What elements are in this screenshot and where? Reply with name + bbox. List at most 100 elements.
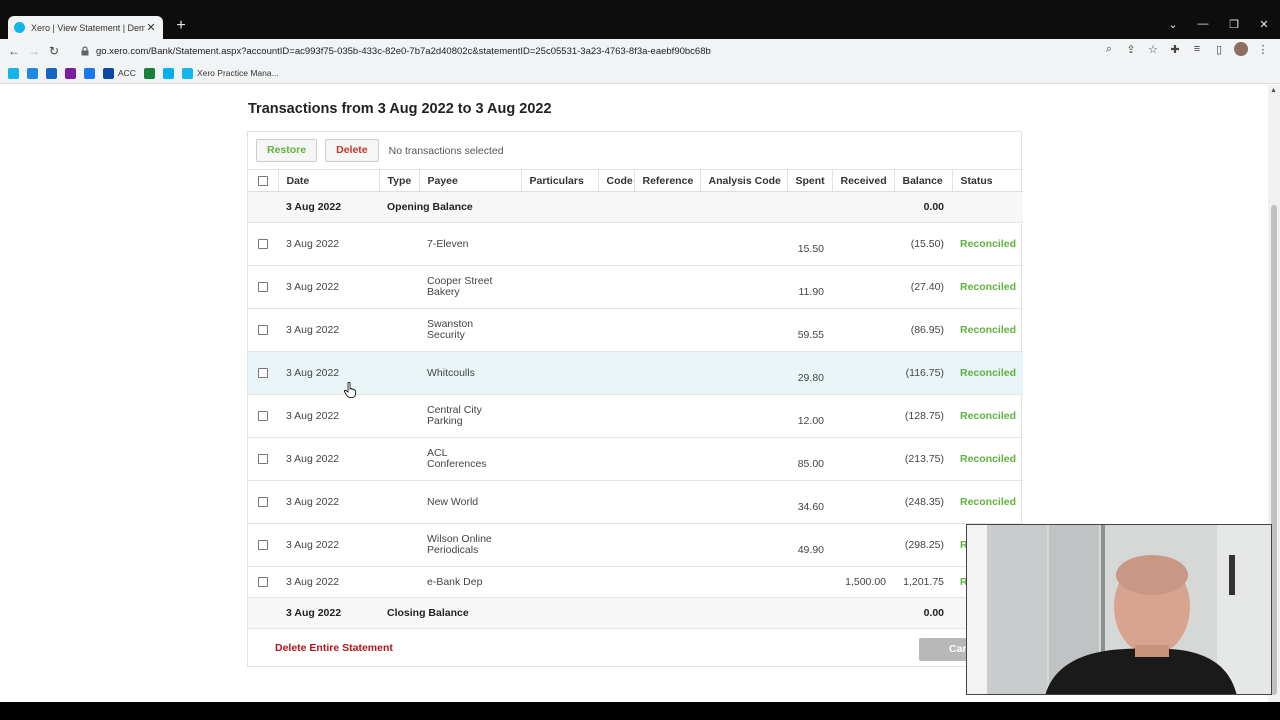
transaction-row[interactable]: 3 Aug 2022 e-Bank Dep 1,500.00 1,201.75 R: [248, 566, 1023, 598]
checkbox[interactable]: [258, 454, 268, 465]
bookmark-item[interactable]: [27, 67, 38, 79]
scroll-up-icon[interactable]: ▲: [1270, 87, 1277, 94]
column-header-reference[interactable]: Reference: [633, 169, 700, 192]
transaction-type: [379, 480, 419, 524]
delete-button[interactable]: Delete: [325, 139, 379, 162]
extensions-icon[interactable]: ✚: [1170, 43, 1180, 56]
column-header-payee[interactable]: Payee: [418, 169, 521, 192]
tab-search-icon[interactable]: ⌄: [1168, 19, 1178, 31]
zoom-icon[interactable]: ⌕: [1105, 42, 1113, 55]
bookmark-label: Xero Practice Mana...: [196, 68, 279, 78]
row-checkbox[interactable]: [248, 523, 278, 567]
url-field[interactable]: go.xero.com/Bank/Statement.aspx?accountI…: [76, 41, 1164, 61]
transaction-payee: e-Bank Dep: [427, 576, 483, 588]
profile-avatar-icon[interactable]: [1234, 42, 1248, 56]
bookmark-star-icon[interactable]: ☆: [1148, 43, 1158, 56]
menu-dots-icon[interactable]: ⋮: [1257, 43, 1269, 56]
column-header-type[interactable]: Type: [378, 169, 419, 192]
column-header-balance[interactable]: Balance: [893, 169, 952, 192]
column-header-code[interactable]: Code: [597, 169, 634, 192]
xero-icon: [8, 67, 19, 79]
transaction-row[interactable]: 3 Aug 2022 Central City Parking 12.00 (128.…: [248, 394, 1023, 438]
transaction-status: Reconciled: [952, 480, 1023, 524]
transaction-row[interactable]: 3 Aug 2022 Whitcoulls 29.80 (116.75) Reconci…: [248, 351, 1023, 395]
reload-icon[interactable]: ↻: [48, 44, 60, 58]
transaction-balance: (15.50): [894, 222, 952, 266]
closing-balance-row: 3 Aug 2022 Closing Balance 0.00: [248, 597, 1023, 629]
transaction-row[interactable]: 3 Aug 2022 New World 34.60 (248.35) Reconcil…: [248, 480, 1023, 524]
row-checkbox[interactable]: [248, 222, 278, 266]
checkbox[interactable]: [258, 282, 268, 293]
transaction-row[interactable]: 3 Aug 2022 Swanston Security 59.55 (86.95) R…: [248, 308, 1023, 352]
scroll-thumb[interactable]: [1271, 205, 1277, 695]
column-header-spent[interactable]: Spent: [786, 169, 832, 192]
side-panel-icon[interactable]: ▯: [1215, 43, 1223, 56]
back-icon[interactable]: ←: [8, 44, 20, 58]
column-header-received[interactable]: Received: [831, 169, 894, 192]
transaction-payee-cell: e-Bank Dep: [419, 566, 521, 598]
transaction-received: [832, 437, 894, 481]
select-all-checkbox[interactable]: [248, 169, 278, 192]
column-header-particulars[interactable]: Particulars: [520, 169, 598, 192]
bookmark-item[interactable]: [8, 67, 19, 79]
statement-toolbar: Restore Delete No transactions selected: [248, 132, 1021, 169]
transaction-particulars: [521, 394, 598, 438]
transaction-spent: [787, 566, 832, 598]
browser-tab[interactable]: Xero | View Statement | Demo C ✕: [8, 16, 163, 39]
transaction-particulars: [521, 265, 598, 309]
transaction-received: [832, 351, 894, 395]
bookmark-item[interactable]: [143, 67, 155, 79]
checkbox[interactable]: [258, 368, 268, 379]
close-window-icon[interactable]: ✕: [1259, 19, 1269, 31]
restore-button[interactable]: Restore: [256, 139, 318, 162]
checkbox[interactable]: [258, 239, 268, 250]
transaction-payee-cell: Swanston Security: [419, 308, 521, 352]
bookmark-item[interactable]: [84, 67, 95, 79]
checkbox[interactable]: [258, 497, 268, 508]
reading-list-icon[interactable]: ≡: [1193, 43, 1201, 55]
row-checkbox[interactable]: [248, 265, 278, 309]
row-checkbox[interactable]: [248, 351, 278, 395]
bookmark-item[interactable]: Xero Practice Mana...: [181, 67, 279, 79]
checkbox[interactable]: [258, 411, 268, 422]
transaction-particulars: [521, 351, 598, 395]
facebook-icon: [84, 67, 95, 79]
transaction-payee: Swanston Security: [427, 318, 474, 341]
row-checkbox[interactable]: [248, 437, 278, 481]
transaction-row[interactable]: 3 Aug 2022 ACL Conferences 85.00 (213.75) Re…: [248, 437, 1023, 481]
transaction-row[interactable]: 3 Aug 2022 Cooper Street Bakery 11.90 (27.4…: [248, 265, 1023, 309]
transaction-row[interactable]: 3 Aug 2022 7-Eleven 15.50 (15.50) Reconciled: [248, 222, 1023, 266]
checkbox[interactable]: [258, 577, 268, 588]
bookmark-item[interactable]: [162, 67, 174, 79]
empty-cell: [952, 191, 1023, 223]
restore-window-icon[interactable]: ❐: [1229, 19, 1239, 31]
statement-panel: Restore Delete No transactions selected …: [247, 131, 1023, 667]
transaction-date: 3 Aug 2022: [278, 351, 379, 395]
minimize-icon[interactable]: —: [1197, 18, 1209, 30]
row-checkbox[interactable]: [248, 480, 278, 524]
bookmark-item[interactable]: ACC: [103, 67, 136, 79]
globe-icon: [46, 67, 57, 79]
bottom-frame-bar: [0, 702, 1280, 720]
transaction-type: [379, 437, 419, 481]
column-header-analysis-code[interactable]: Analysis Code: [699, 169, 787, 192]
checkbox[interactable]: [258, 325, 268, 336]
row-checkbox[interactable]: [248, 566, 278, 598]
column-header-date[interactable]: Date: [277, 169, 379, 192]
column-header-status[interactable]: Status: [951, 169, 1023, 192]
delete-entire-statement-link[interactable]: Delete Entire Statement: [275, 642, 393, 654]
tab-close-icon[interactable]: ✕: [146, 22, 156, 34]
share-icon[interactable]: ⇪: [1126, 43, 1136, 56]
bookmark-item[interactable]: [46, 67, 57, 79]
new-tab-button[interactable]: +: [176, 17, 186, 34]
row-checkbox[interactable]: [248, 308, 278, 352]
bookmark-item[interactable]: [65, 67, 76, 79]
row-checkbox[interactable]: [248, 394, 278, 438]
transaction-analysis-code: [700, 265, 787, 309]
closing-balance-value: 0.00: [894, 597, 952, 629]
transaction-analysis-code: [700, 222, 787, 266]
transaction-payee: New World: [427, 496, 479, 508]
forward-icon[interactable]: →: [28, 44, 40, 58]
checkbox[interactable]: [258, 540, 268, 551]
transaction-row[interactable]: 3 Aug 2022 Wilson Online Periodicals 49.90…: [248, 523, 1023, 567]
